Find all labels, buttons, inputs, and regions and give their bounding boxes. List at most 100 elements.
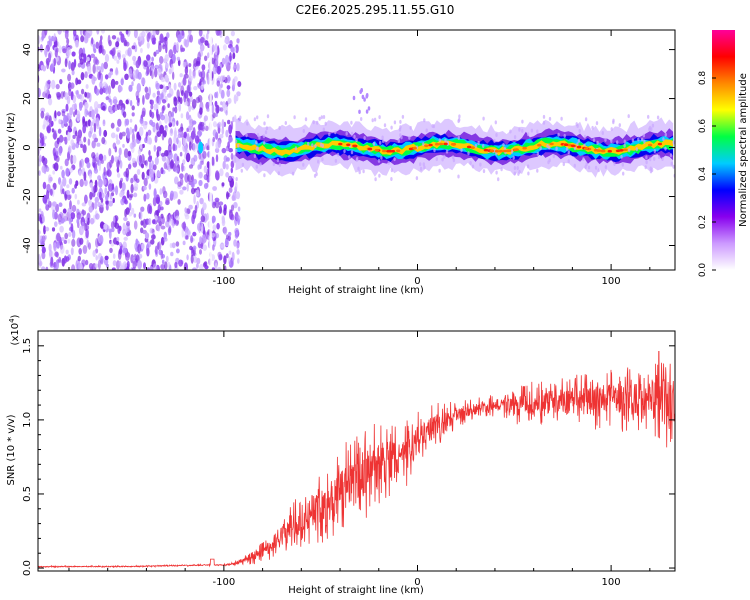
band-speck xyxy=(343,149,346,154)
noise-speck xyxy=(150,104,154,110)
noise-speck xyxy=(66,184,70,189)
band-speck xyxy=(513,166,517,170)
spectrogram-ytick-label: -20 xyxy=(22,188,33,204)
noise-speck xyxy=(177,133,182,139)
colorbar-tick-label: 0.2 xyxy=(698,215,708,229)
noise-speck xyxy=(50,256,54,267)
noise-speck xyxy=(133,30,138,39)
noise-speck xyxy=(123,39,128,47)
band-speck xyxy=(526,164,530,169)
noise-speck xyxy=(161,259,165,265)
band-speck xyxy=(357,166,360,171)
noise-speck xyxy=(173,82,177,91)
snr-series-line xyxy=(38,350,675,569)
noise-speck xyxy=(155,122,159,131)
noise-speck xyxy=(182,240,186,246)
noise-speck xyxy=(125,118,130,126)
noise-speck xyxy=(176,248,180,254)
noise-speck xyxy=(52,201,57,207)
snr-ytick-label: 1.5 xyxy=(22,338,33,354)
band-speck xyxy=(495,170,498,175)
noise-speck xyxy=(68,145,72,155)
band-speck xyxy=(235,177,238,181)
noise-speck xyxy=(236,38,240,44)
noise-speck xyxy=(41,212,44,218)
noise-speck xyxy=(169,242,173,249)
band-speck xyxy=(316,120,319,125)
band-speck xyxy=(552,154,555,159)
band-speck xyxy=(557,132,560,137)
noise-speck xyxy=(60,217,65,224)
noise-speck xyxy=(95,254,98,261)
noise-speck xyxy=(70,139,74,146)
noise-speck xyxy=(85,84,89,89)
noise-speck xyxy=(55,259,59,270)
noise-speck xyxy=(148,150,151,156)
noise-speck xyxy=(75,90,79,95)
noise-speck xyxy=(177,34,182,43)
band-speck xyxy=(623,139,626,144)
noise-speck xyxy=(201,64,206,71)
noise-speck xyxy=(186,133,190,142)
signal-peak xyxy=(522,146,527,150)
noise-speck xyxy=(168,115,171,125)
noise-speck xyxy=(154,245,158,255)
noise-speck xyxy=(133,192,138,198)
noise-speck xyxy=(140,163,145,169)
noise-speck xyxy=(80,52,85,58)
noise-speck xyxy=(188,63,192,68)
noise-speck xyxy=(96,152,99,161)
noise-speck xyxy=(206,76,210,85)
noise-speck xyxy=(91,152,96,159)
noise-speck xyxy=(184,207,187,214)
noise-speck xyxy=(192,133,196,138)
noise-speck xyxy=(197,164,201,170)
band-speck xyxy=(616,140,619,145)
noise-speck xyxy=(187,174,192,182)
band-speck xyxy=(423,118,426,123)
spectrogram-ytick-label: -40 xyxy=(22,237,33,253)
noise-speck xyxy=(122,247,128,254)
noise-speck xyxy=(181,222,187,230)
noise-speck xyxy=(197,95,203,103)
band-speck xyxy=(372,141,376,146)
spectrogram-ytick-label: 0 xyxy=(22,144,33,150)
noise-speck xyxy=(186,127,189,132)
noise-speck xyxy=(188,117,193,127)
noise-speck xyxy=(232,65,236,71)
noise-speck xyxy=(77,255,82,262)
band-speck xyxy=(363,136,366,140)
noise-speck xyxy=(70,82,75,89)
signal-peak xyxy=(498,149,504,153)
noise-speck xyxy=(191,214,195,225)
noise-speck xyxy=(229,259,234,268)
noise-speck xyxy=(140,47,143,54)
noise-speck xyxy=(98,82,103,87)
noise-speck xyxy=(49,176,53,182)
noise-speck xyxy=(45,204,50,211)
spectrogram-marks xyxy=(38,30,675,270)
noise-speck xyxy=(225,157,230,162)
noise-speck xyxy=(171,242,176,249)
band-speck xyxy=(518,127,521,132)
band-speck xyxy=(548,116,552,121)
noise-speck xyxy=(182,186,187,191)
noise-speck xyxy=(139,210,143,220)
noise-speck xyxy=(171,111,174,117)
noise-speck xyxy=(43,225,46,235)
noise-speck xyxy=(108,97,111,103)
noise-speck xyxy=(82,144,87,154)
noise-speck xyxy=(183,131,187,139)
noise-speck xyxy=(101,30,105,34)
noise-speck xyxy=(100,35,103,41)
band-speck xyxy=(408,135,411,140)
noise-speck xyxy=(103,223,108,230)
noise-speck xyxy=(74,193,78,200)
colorbar-tick-label: 0.0 xyxy=(698,263,708,278)
noise-speck xyxy=(38,35,41,45)
noise-speck xyxy=(181,162,184,172)
noise-speck xyxy=(131,112,135,117)
noise-speck xyxy=(61,121,65,129)
noise-speck xyxy=(115,41,120,48)
noise-speck xyxy=(121,182,126,192)
